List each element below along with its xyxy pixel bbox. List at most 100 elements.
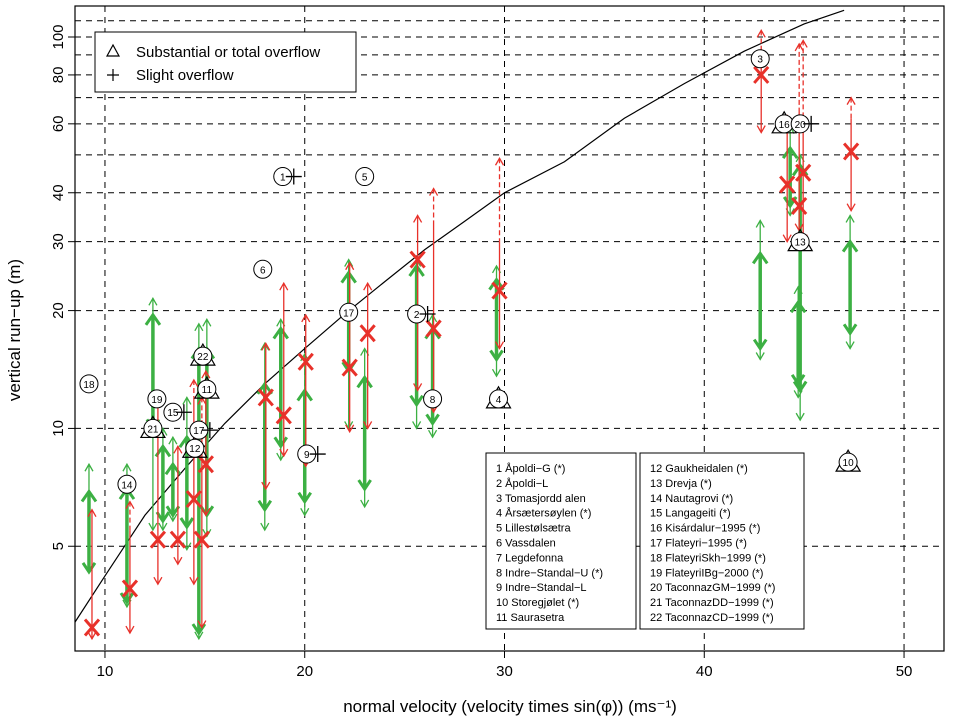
red-range (842, 96, 860, 212)
x-axis: 10 20 30 40 50 (97, 651, 912, 680)
green-range (408, 258, 425, 430)
arrow-head (428, 313, 438, 323)
arrow-head (87, 631, 97, 641)
arrow-head (189, 576, 199, 586)
site-legend-item: 12 Gaukheidalen (*) (650, 463, 748, 475)
arrow-head (340, 270, 357, 284)
site-circle (79, 374, 99, 394)
site-id: 17 (343, 308, 355, 319)
plus-marker (175, 404, 192, 421)
site-id: 10 (843, 458, 855, 469)
x-mark (185, 490, 202, 509)
site-id: 4 (496, 395, 502, 406)
red-range (491, 156, 508, 350)
red-range (409, 214, 426, 392)
arrow-head (425, 413, 440, 427)
site-circle (838, 452, 858, 472)
site-circle (253, 259, 273, 279)
x-mark (425, 319, 442, 338)
legend-label: Substantial or total overflow (136, 44, 320, 61)
arrow-head (488, 276, 505, 291)
arrow-head (125, 625, 135, 635)
x-mark (121, 579, 139, 598)
arrow-head (122, 462, 132, 472)
triangle-icon (105, 43, 121, 57)
green-range (488, 264, 505, 378)
site-id: 17 (193, 426, 205, 437)
x-mark (359, 324, 376, 343)
arrow-head (755, 352, 765, 361)
x-axis-label: normal velocity (velocity times sin(φ)) … (343, 697, 677, 716)
x-mark (297, 352, 314, 371)
arrow-head (489, 349, 504, 363)
arrow-head (168, 435, 178, 445)
plot-frame (74, 5, 945, 652)
arrow-head (356, 374, 373, 389)
arrow-head (846, 203, 856, 212)
site-point: 3 (750, 49, 770, 69)
site-legend-item: 1 Åpoldi−G (*) (496, 462, 565, 475)
arrow-head (173, 445, 183, 454)
red-range (169, 445, 187, 566)
x-mark (193, 530, 210, 549)
arrow-head (413, 214, 423, 223)
arrow-head (202, 529, 212, 538)
site-circle (355, 167, 375, 187)
arrow-head (260, 522, 270, 532)
plus-icon (107, 69, 119, 81)
arrow-head (344, 421, 354, 430)
site-legend-item: 5 Lillestølsætra (496, 523, 571, 535)
arrow-head (197, 620, 207, 629)
arrow-head (297, 491, 312, 505)
x-mark (257, 388, 274, 407)
green-range (296, 352, 313, 517)
arrow-head (301, 313, 311, 323)
red-range (359, 281, 376, 430)
arrow-head (845, 341, 855, 350)
x-mark (753, 65, 770, 84)
site-id: 2 (414, 310, 420, 321)
arrow-head (148, 522, 158, 532)
site-legend-item: 19 FlateyriIBg−2000 (*) (650, 567, 763, 579)
site-point: 2 (407, 304, 436, 324)
site-point: 12 (181, 435, 208, 458)
y-axis-label: vertical run−up (m) (5, 259, 24, 401)
site-id: 16 (779, 120, 791, 131)
red-range (83, 508, 101, 641)
range-arrows (80, 29, 860, 641)
arrow-head (201, 507, 211, 517)
site-legend-item: 15 Langageiti (*) (650, 508, 731, 520)
green-range (144, 296, 162, 532)
x-mark (83, 618, 101, 637)
arrow-head (845, 214, 855, 223)
site-circle (147, 389, 167, 409)
site-point: 22 (189, 342, 216, 366)
y-tick-label: 20 (50, 302, 67, 319)
site-id: 3 (757, 55, 763, 66)
plus-marker (419, 306, 436, 323)
site-id: 12 (189, 444, 201, 455)
site-legend: 1 Åpoldi−G (*) 2 Åpoldi−L 3 Tomasjordd ale… (485, 452, 805, 630)
site-circle (193, 346, 213, 366)
site-point: 19 (147, 389, 167, 409)
site-legend-item: 14 Nautagrovi (*) (650, 493, 733, 505)
site-legend-item: 17 Flateyri−1995 (*) (650, 538, 747, 550)
y-tick-label: 100 (50, 24, 67, 49)
site-point: 16 (771, 110, 798, 134)
site-point: 15 (163, 402, 192, 422)
y-tick-label: 5 (50, 542, 67, 550)
site-circle (143, 418, 163, 438)
arrow-head (279, 448, 289, 458)
arrow-head (789, 299, 807, 314)
site-legend-item: 8 Indre−Standal−U (*) (496, 567, 603, 579)
red-range (297, 313, 314, 468)
arrow-head (81, 562, 97, 575)
plus-marker (803, 115, 820, 132)
x-tick-label: 20 (296, 663, 313, 680)
red-range (341, 261, 358, 434)
site-id: 6 (260, 265, 266, 276)
arrow-head (272, 325, 289, 340)
arrow-head (279, 281, 289, 291)
arrow-head (201, 369, 211, 379)
